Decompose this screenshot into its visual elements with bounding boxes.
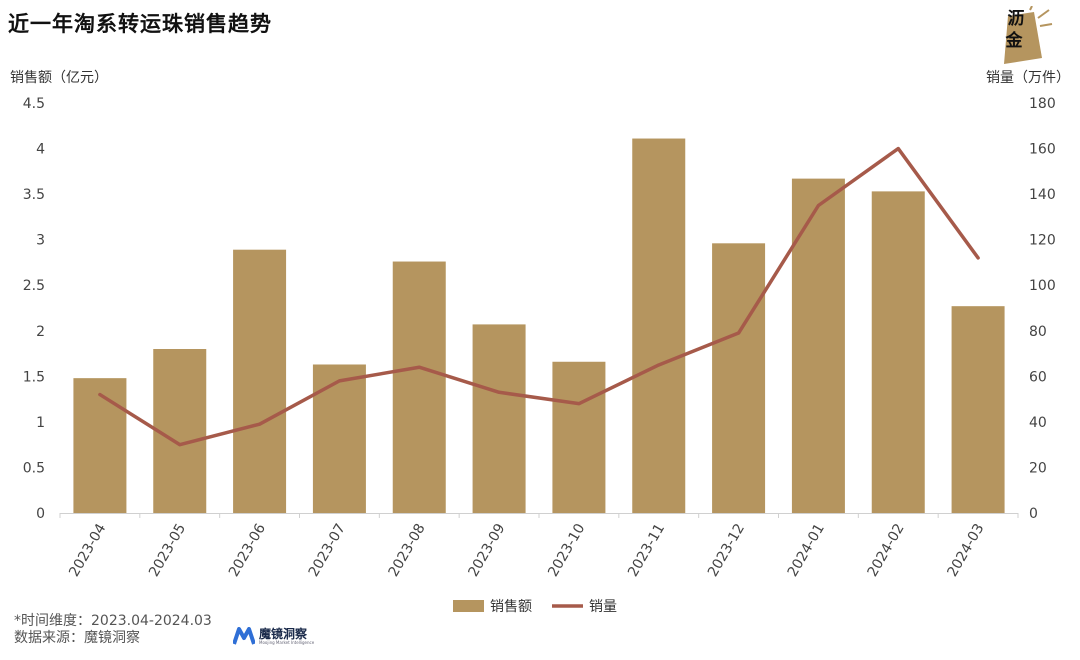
line-point-2023-12 [737,331,741,335]
bar-2024-03 [951,306,1005,513]
y-tick-right: 60 [1029,369,1047,385]
source-logo-name: 魔镜洞察 [259,626,308,641]
source-logo: 魔镜洞察 Moojing Market Intelligence [233,624,314,648]
bar-2023-08 [392,261,446,513]
x-tick-label: 2023-07 [306,521,349,580]
x-tick-label: 2023-06 [226,521,269,580]
chart-title: 近一年淘系转运珠销售趋势 [8,12,272,36]
y-tick-left: 2.5 [23,278,45,294]
source-logo-icon [233,627,255,645]
bar-2023-12 [712,243,766,514]
x-tick-label: 2023-10 [545,521,588,580]
line-point-2024-01 [816,204,820,207]
y-tick-left: 4 [36,142,45,158]
bar-2023-06 [233,249,287,513]
legend-line-label: 销量 [589,599,617,615]
source-logo-subtitle: Moojing Market Intelligence [259,639,315,645]
line-point-2023-06 [258,422,262,426]
x-tick-label: 2023-08 [386,521,429,580]
bar-2023-10 [552,361,606,513]
y-tick-right: 180 [1029,96,1056,112]
bar-2024-01 [791,178,845,513]
footnote: *时间维度：2023.04-2024.03 数据来源：魔镜洞察 [14,613,212,647]
y-tick-right: 20 [1029,460,1047,476]
x-tick-label: 2023-09 [465,521,508,580]
line-series-销量 [98,146,980,447]
line-point-2023-10 [577,402,581,406]
legend-bar-swatch [453,600,484,612]
bar-2023-11 [632,138,686,514]
x-tick-label: 2024-02 [865,521,908,580]
x-tick-label: 2024-01 [785,521,828,580]
bar-2023-07 [312,364,366,513]
line-point-2023-11 [657,363,661,367]
y-tick-left: 2 [36,324,45,340]
line-point-2023-08 [417,365,421,369]
brand-logo: 沥 金 [994,5,1054,64]
logo-char-1: 沥 [1007,9,1025,29]
y-tick-right: 140 [1029,187,1056,203]
y-tick-left: 1.5 [23,369,45,385]
bar-2023-09 [472,324,526,513]
bar-2023-04 [73,378,127,513]
y-tick-right: 0 [1029,506,1038,522]
y-tick-right: 120 [1029,233,1056,249]
footnote-time-range: *时间维度：2023.04-2024.03 [14,613,212,629]
y-tick-right: 80 [1029,324,1047,340]
y-tick-left: 0 [36,506,45,522]
line-point-2024-03 [976,256,980,260]
bar-2023-05 [153,349,207,513]
line-point-2023-07 [337,379,341,383]
y-tick-left: 3.5 [23,187,45,203]
y-tick-right: 160 [1029,142,1056,158]
logo-shape [1004,5,1053,64]
y-tick-left: 1 [36,415,45,431]
x-tick-label: 2023-04 [66,521,109,580]
line-point-2023-04 [98,393,102,397]
x-tick-label: 2023-12 [705,521,748,580]
x-tick-label: 2023-11 [625,521,668,580]
bar-2024-02 [871,191,925,513]
line-point-2023-05 [178,443,182,447]
y-axis-right-title: 销量（万件） [986,70,1070,86]
legend-bar-label: 销售额 [490,599,532,615]
x-tick-label: 2023-05 [146,521,189,580]
logo-char-2: 金 [1005,31,1023,51]
y-tick-left: 0.5 [23,460,45,476]
y-axis-left-title: 销售额（亿元） [10,70,108,86]
y-tick-right: 40 [1029,415,1047,431]
line-point-2024-02 [896,147,900,151]
y-tick-right: 100 [1029,278,1056,294]
x-tick-label: 2024-03 [944,521,987,580]
y-tick-left: 4.5 [23,96,45,112]
y-tick-left: 3 [36,233,45,249]
footnote-source: 数据来源：魔镜洞察 [14,630,140,646]
line-point-2023-09 [497,390,501,394]
